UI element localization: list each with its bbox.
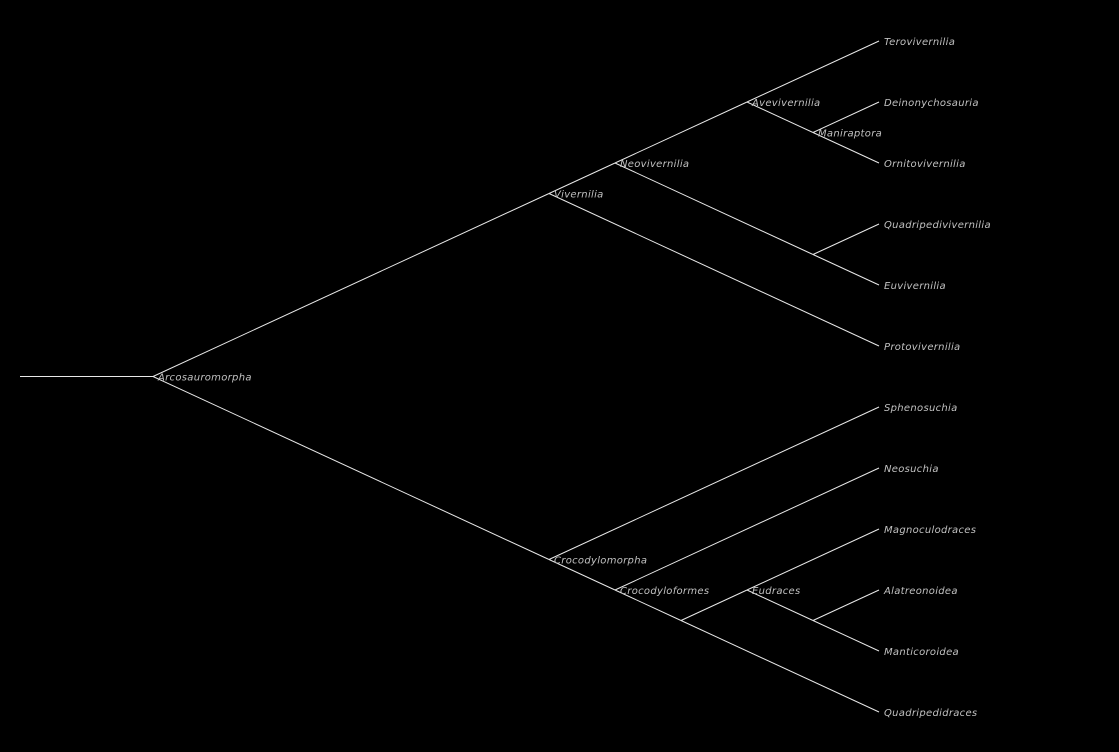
branch: [812, 223, 880, 255]
taxon-label: Protovivernilia: [884, 342, 960, 353]
branch: [614, 589, 682, 621]
taxon-label: Alatreonoidea: [883, 586, 958, 597]
taxon-label: Quadripedidraces: [884, 708, 977, 719]
branch: [746, 528, 880, 591]
clade-label: Maniraptora: [818, 129, 882, 140]
branch: [152, 376, 550, 560]
branch: [680, 589, 748, 621]
taxon-label: Ornitovivernilia: [884, 159, 966, 170]
taxon-label: Neosuchia: [884, 464, 939, 475]
taxon-label: Magnoculodraces: [884, 525, 976, 536]
branch: [746, 40, 880, 103]
clade-label: Crocodylomorpha: [554, 556, 647, 567]
clade-label: Crocodyloformes: [620, 586, 709, 597]
branch: [812, 101, 880, 133]
branch: [746, 589, 814, 621]
taxon-label: Quadripedivivernilia: [884, 220, 991, 231]
branch: [812, 132, 880, 164]
clade-label: Neovivernilia: [620, 159, 689, 170]
taxon-label: Manticoroidea: [884, 647, 959, 658]
branch: [614, 101, 748, 164]
branch: [614, 162, 814, 255]
clade-label: Avevivernilia: [751, 98, 821, 109]
branch: [548, 406, 880, 560]
branch: [614, 467, 880, 591]
taxon-label: Deinonychosauria: [884, 98, 979, 109]
branch: [812, 254, 880, 286]
branch: [548, 193, 880, 347]
branch: [680, 620, 880, 713]
branch: [152, 193, 550, 377]
branch: [812, 620, 880, 652]
clade-label: Vivernilia: [554, 190, 604, 201]
taxon-label: Sphenosuchia: [884, 403, 958, 414]
taxon-label: Euvivernilia: [884, 281, 946, 292]
clade-label: Eudraces: [752, 586, 801, 597]
branch: [812, 589, 880, 621]
branch: [746, 101, 814, 133]
taxon-label: Terovivernilia: [884, 37, 955, 48]
branch: [548, 162, 616, 194]
clade-label: Arcosauromorpha: [157, 373, 252, 384]
branch: [548, 559, 616, 591]
